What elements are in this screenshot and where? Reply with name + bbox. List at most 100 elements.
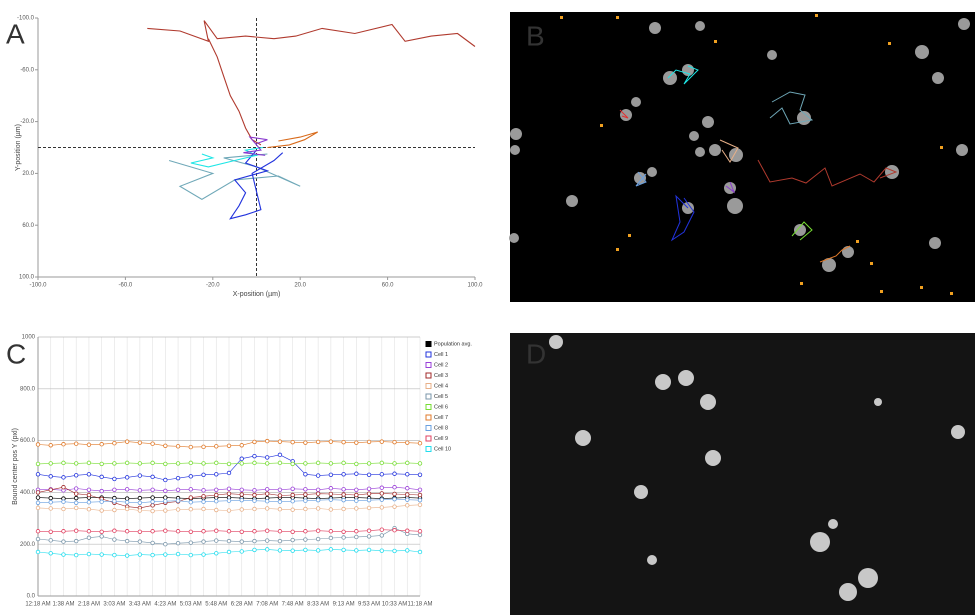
point bbox=[35, 505, 41, 511]
legend-label: Population avg. bbox=[434, 341, 472, 347]
point bbox=[188, 460, 193, 466]
point bbox=[35, 536, 41, 542]
point bbox=[315, 439, 321, 445]
point bbox=[226, 529, 232, 534]
track bbox=[229, 149, 284, 220]
x-tick-label: 60.0 bbox=[382, 283, 394, 289]
x-tick-label: 7:48 AM bbox=[282, 602, 304, 608]
point bbox=[366, 439, 372, 445]
point bbox=[201, 506, 206, 512]
point bbox=[277, 460, 283, 466]
point bbox=[417, 529, 423, 534]
point bbox=[35, 549, 41, 555]
point bbox=[99, 499, 104, 504]
point bbox=[290, 507, 295, 512]
point bbox=[341, 460, 346, 466]
point bbox=[188, 529, 193, 534]
x-tick-label: 12:18 AM bbox=[25, 602, 50, 608]
legend-swatch bbox=[425, 351, 432, 358]
series bbox=[35, 452, 423, 483]
point bbox=[226, 508, 232, 513]
point bbox=[35, 495, 41, 500]
track bbox=[267, 131, 318, 149]
x-tick-label: 3:03 AM bbox=[103, 602, 125, 608]
x-tick-label: -20.0 bbox=[206, 283, 220, 289]
point bbox=[214, 492, 219, 498]
point bbox=[201, 499, 206, 504]
point bbox=[35, 442, 41, 447]
point bbox=[354, 461, 359, 467]
point bbox=[124, 439, 130, 444]
legend-swatch bbox=[425, 362, 432, 368]
point bbox=[315, 506, 321, 511]
point bbox=[379, 460, 384, 466]
point bbox=[290, 492, 295, 498]
point bbox=[86, 442, 92, 447]
point bbox=[48, 461, 53, 466]
point bbox=[86, 529, 92, 534]
y-tick-label: -100.0 bbox=[17, 16, 35, 22]
point bbox=[265, 438, 270, 444]
point bbox=[252, 439, 257, 445]
point bbox=[201, 461, 206, 466]
point bbox=[277, 529, 283, 534]
point bbox=[124, 553, 130, 558]
point bbox=[379, 485, 384, 490]
point bbox=[379, 472, 384, 477]
point bbox=[163, 477, 168, 483]
point bbox=[112, 499, 117, 504]
point bbox=[303, 498, 308, 503]
point bbox=[226, 443, 232, 448]
point bbox=[175, 487, 181, 493]
point bbox=[366, 461, 372, 466]
point bbox=[124, 500, 130, 505]
point bbox=[61, 506, 66, 512]
point bbox=[150, 460, 155, 466]
point bbox=[265, 499, 270, 504]
point bbox=[124, 487, 130, 492]
point bbox=[290, 548, 295, 553]
x-tick-label: 4:23 AM bbox=[154, 602, 176, 608]
point bbox=[124, 538, 130, 544]
legend-swatch bbox=[425, 446, 432, 452]
point bbox=[341, 529, 346, 534]
point bbox=[379, 505, 384, 510]
point bbox=[379, 439, 384, 444]
legend-swatch bbox=[425, 425, 432, 431]
point bbox=[341, 535, 346, 540]
point bbox=[226, 538, 232, 544]
point bbox=[277, 493, 283, 498]
point bbox=[328, 491, 334, 497]
point bbox=[265, 487, 270, 492]
point bbox=[366, 528, 372, 533]
point bbox=[48, 500, 53, 505]
point bbox=[303, 529, 308, 534]
point bbox=[175, 444, 181, 449]
point bbox=[86, 500, 92, 505]
series bbox=[35, 527, 423, 534]
legend-label: Cell 8 bbox=[434, 425, 448, 431]
point bbox=[150, 552, 155, 558]
point bbox=[354, 487, 359, 493]
point bbox=[392, 496, 397, 502]
point bbox=[112, 440, 117, 446]
point bbox=[239, 539, 244, 544]
x-tick-label: 2:18 AM bbox=[78, 602, 100, 608]
image-b bbox=[509, 12, 975, 302]
point bbox=[239, 487, 244, 493]
y-axis-label: Y-position (µm) bbox=[15, 124, 22, 171]
point bbox=[252, 488, 257, 493]
point bbox=[86, 460, 92, 466]
point bbox=[112, 476, 117, 482]
x-tick-label: 5:03 AM bbox=[180, 602, 202, 608]
point bbox=[188, 444, 193, 450]
point bbox=[265, 455, 270, 460]
point bbox=[61, 552, 66, 557]
point bbox=[392, 439, 397, 445]
point bbox=[99, 529, 104, 534]
point bbox=[48, 474, 53, 479]
x-tick-label: 100.0 bbox=[467, 283, 483, 289]
x-tick-label: -60.0 bbox=[119, 283, 133, 289]
point bbox=[354, 471, 359, 476]
y-tick-label: 1000 bbox=[22, 335, 36, 341]
